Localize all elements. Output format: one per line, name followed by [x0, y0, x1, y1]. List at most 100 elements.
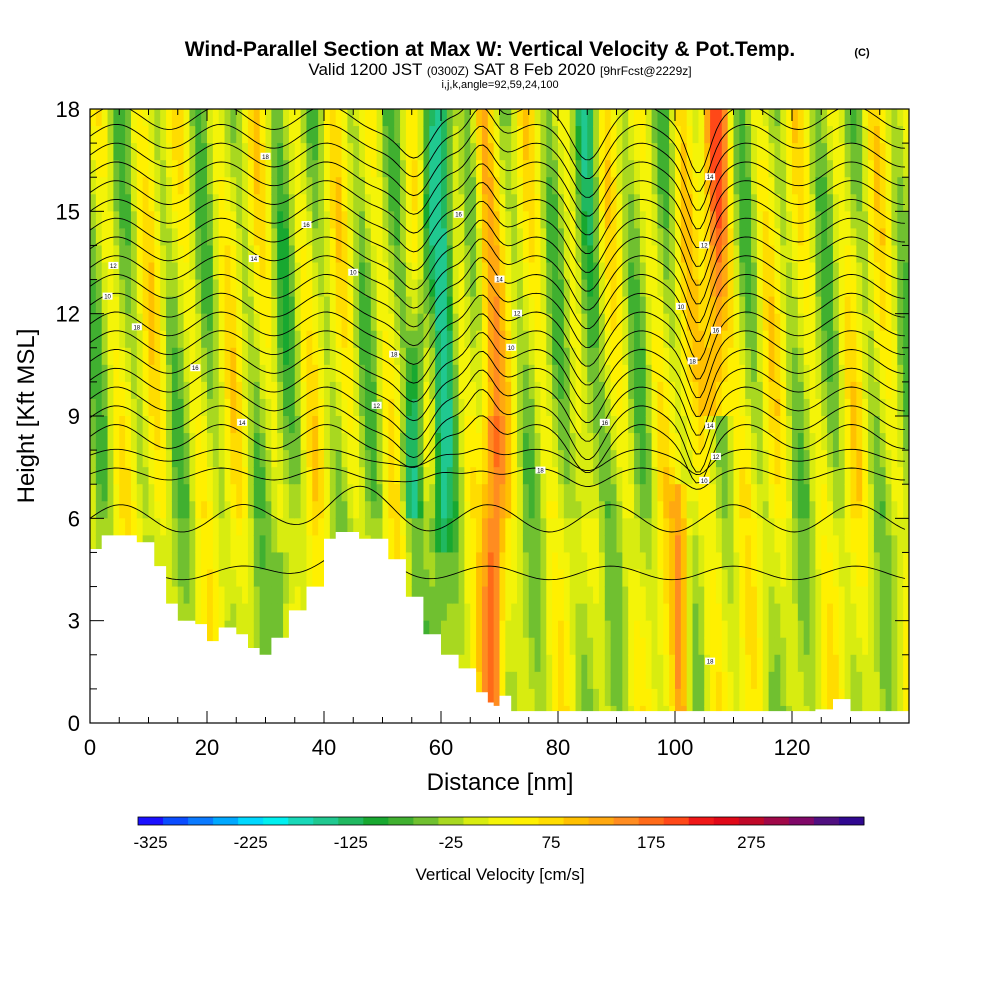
velocity-cell: [540, 569, 547, 588]
velocity-cell: [113, 296, 120, 315]
chart-subtitle: Valid 1200 JST (0300Z) SAT 8 Feb 2020 [9…: [308, 60, 691, 79]
velocity-cell: [324, 313, 331, 332]
velocity-cell: [259, 398, 267, 417]
velocity-cell: [166, 450, 173, 468]
velocity-cell: [792, 433, 799, 451]
velocity-cell: [511, 245, 518, 264]
velocity-cell: [517, 416, 524, 434]
velocity-cell: [242, 381, 249, 400]
velocity-cell: [429, 245, 436, 264]
velocity-cell: [136, 177, 144, 195]
velocity-cell: [704, 501, 711, 519]
velocity-cell: [487, 467, 495, 485]
velocity-cell: [470, 126, 477, 144]
velocity-cell: [359, 330, 366, 349]
velocity-cell: [669, 620, 676, 639]
velocity-cell: [721, 398, 729, 417]
velocity-cell: [686, 364, 694, 383]
velocity-cell: [183, 177, 191, 195]
velocity-cell: [639, 501, 647, 519]
velocity-cell: [756, 467, 764, 485]
velocity-cell: [90, 160, 97, 178]
velocity-cell: [201, 228, 208, 247]
velocity-cell: [499, 364, 506, 383]
velocity-cell: [195, 569, 202, 588]
velocity-cell: [130, 518, 138, 536]
velocity-cell: [873, 245, 881, 264]
velocity-cell: [171, 569, 179, 588]
velocity-cell: [125, 126, 132, 144]
velocity-cell: [733, 381, 740, 400]
velocity-cell: [604, 569, 612, 588]
velocity-cell: [154, 467, 161, 485]
velocity-cell: [873, 433, 881, 451]
velocity-cell: [271, 262, 278, 281]
velocity-cell: [663, 330, 670, 349]
velocity-cell: [481, 552, 489, 571]
velocity-cell: [195, 330, 202, 349]
velocity-cell: [148, 177, 155, 195]
velocity-cell: [546, 177, 553, 195]
velocity-cell: [546, 569, 553, 588]
velocity-cell: [856, 535, 863, 554]
velocity-cell: [136, 450, 144, 468]
velocity-cell: [792, 245, 799, 264]
velocity-cell: [558, 416, 565, 434]
velocity-cell: [446, 603, 454, 622]
velocity-cell: [797, 688, 805, 707]
velocity-cell: [786, 416, 793, 434]
velocity-cell: [528, 535, 536, 554]
velocity-cell: [745, 603, 752, 622]
velocity-cell: [177, 467, 185, 485]
velocity-cell: [247, 245, 255, 264]
velocity-cell: [897, 109, 904, 127]
velocity-cell: [400, 416, 407, 434]
velocity-cell: [897, 450, 904, 468]
velocity-cell: [569, 347, 577, 366]
velocity-cell: [797, 433, 805, 451]
velocity-cell: [844, 586, 852, 605]
velocity-cell: [634, 245, 641, 264]
velocity-cell: [201, 518, 208, 536]
velocity-cell: [850, 450, 857, 468]
velocity-cell: [253, 194, 261, 212]
velocity-cell: [435, 620, 442, 639]
velocity-cell: [218, 109, 226, 127]
velocity-cell: [364, 279, 372, 298]
velocity-cell: [797, 398, 805, 417]
velocity-cell: [715, 518, 723, 536]
velocity-cell: [458, 279, 465, 298]
velocity-cell: [827, 296, 834, 315]
velocity-cell: [569, 177, 577, 195]
velocity-cell: [663, 296, 670, 315]
velocity-cell: [318, 364, 325, 383]
velocity-cell: [856, 467, 863, 485]
velocity-cell: [762, 671, 770, 690]
velocity-cell: [481, 467, 489, 485]
velocity-cell: [300, 586, 308, 605]
velocity-cell: [651, 620, 659, 639]
velocity-cell: [201, 296, 208, 315]
velocity-cell: [897, 126, 904, 144]
velocity-cell: [651, 637, 659, 656]
velocity-cell: [792, 552, 799, 571]
velocity-cell: [324, 126, 331, 144]
velocity-cell: [739, 518, 746, 536]
velocity-cell: [382, 450, 389, 468]
velocity-cell: [850, 177, 857, 195]
velocity-cell: [885, 654, 893, 673]
velocity-cell: [341, 143, 348, 161]
velocity-cell: [821, 347, 828, 366]
velocity-cell: [400, 177, 407, 195]
velocity-cell: [546, 552, 553, 571]
velocity-cell: [879, 552, 887, 571]
velocity-cell: [552, 484, 559, 502]
velocity-cell: [353, 467, 360, 485]
velocity-cell: [335, 177, 343, 195]
velocity-cell: [879, 109, 887, 127]
velocity-cell: [481, 228, 489, 247]
velocity-cell: [218, 586, 226, 605]
velocity-cell: [745, 433, 752, 451]
velocity-cell: [271, 126, 278, 144]
velocity-cell: [212, 620, 220, 639]
